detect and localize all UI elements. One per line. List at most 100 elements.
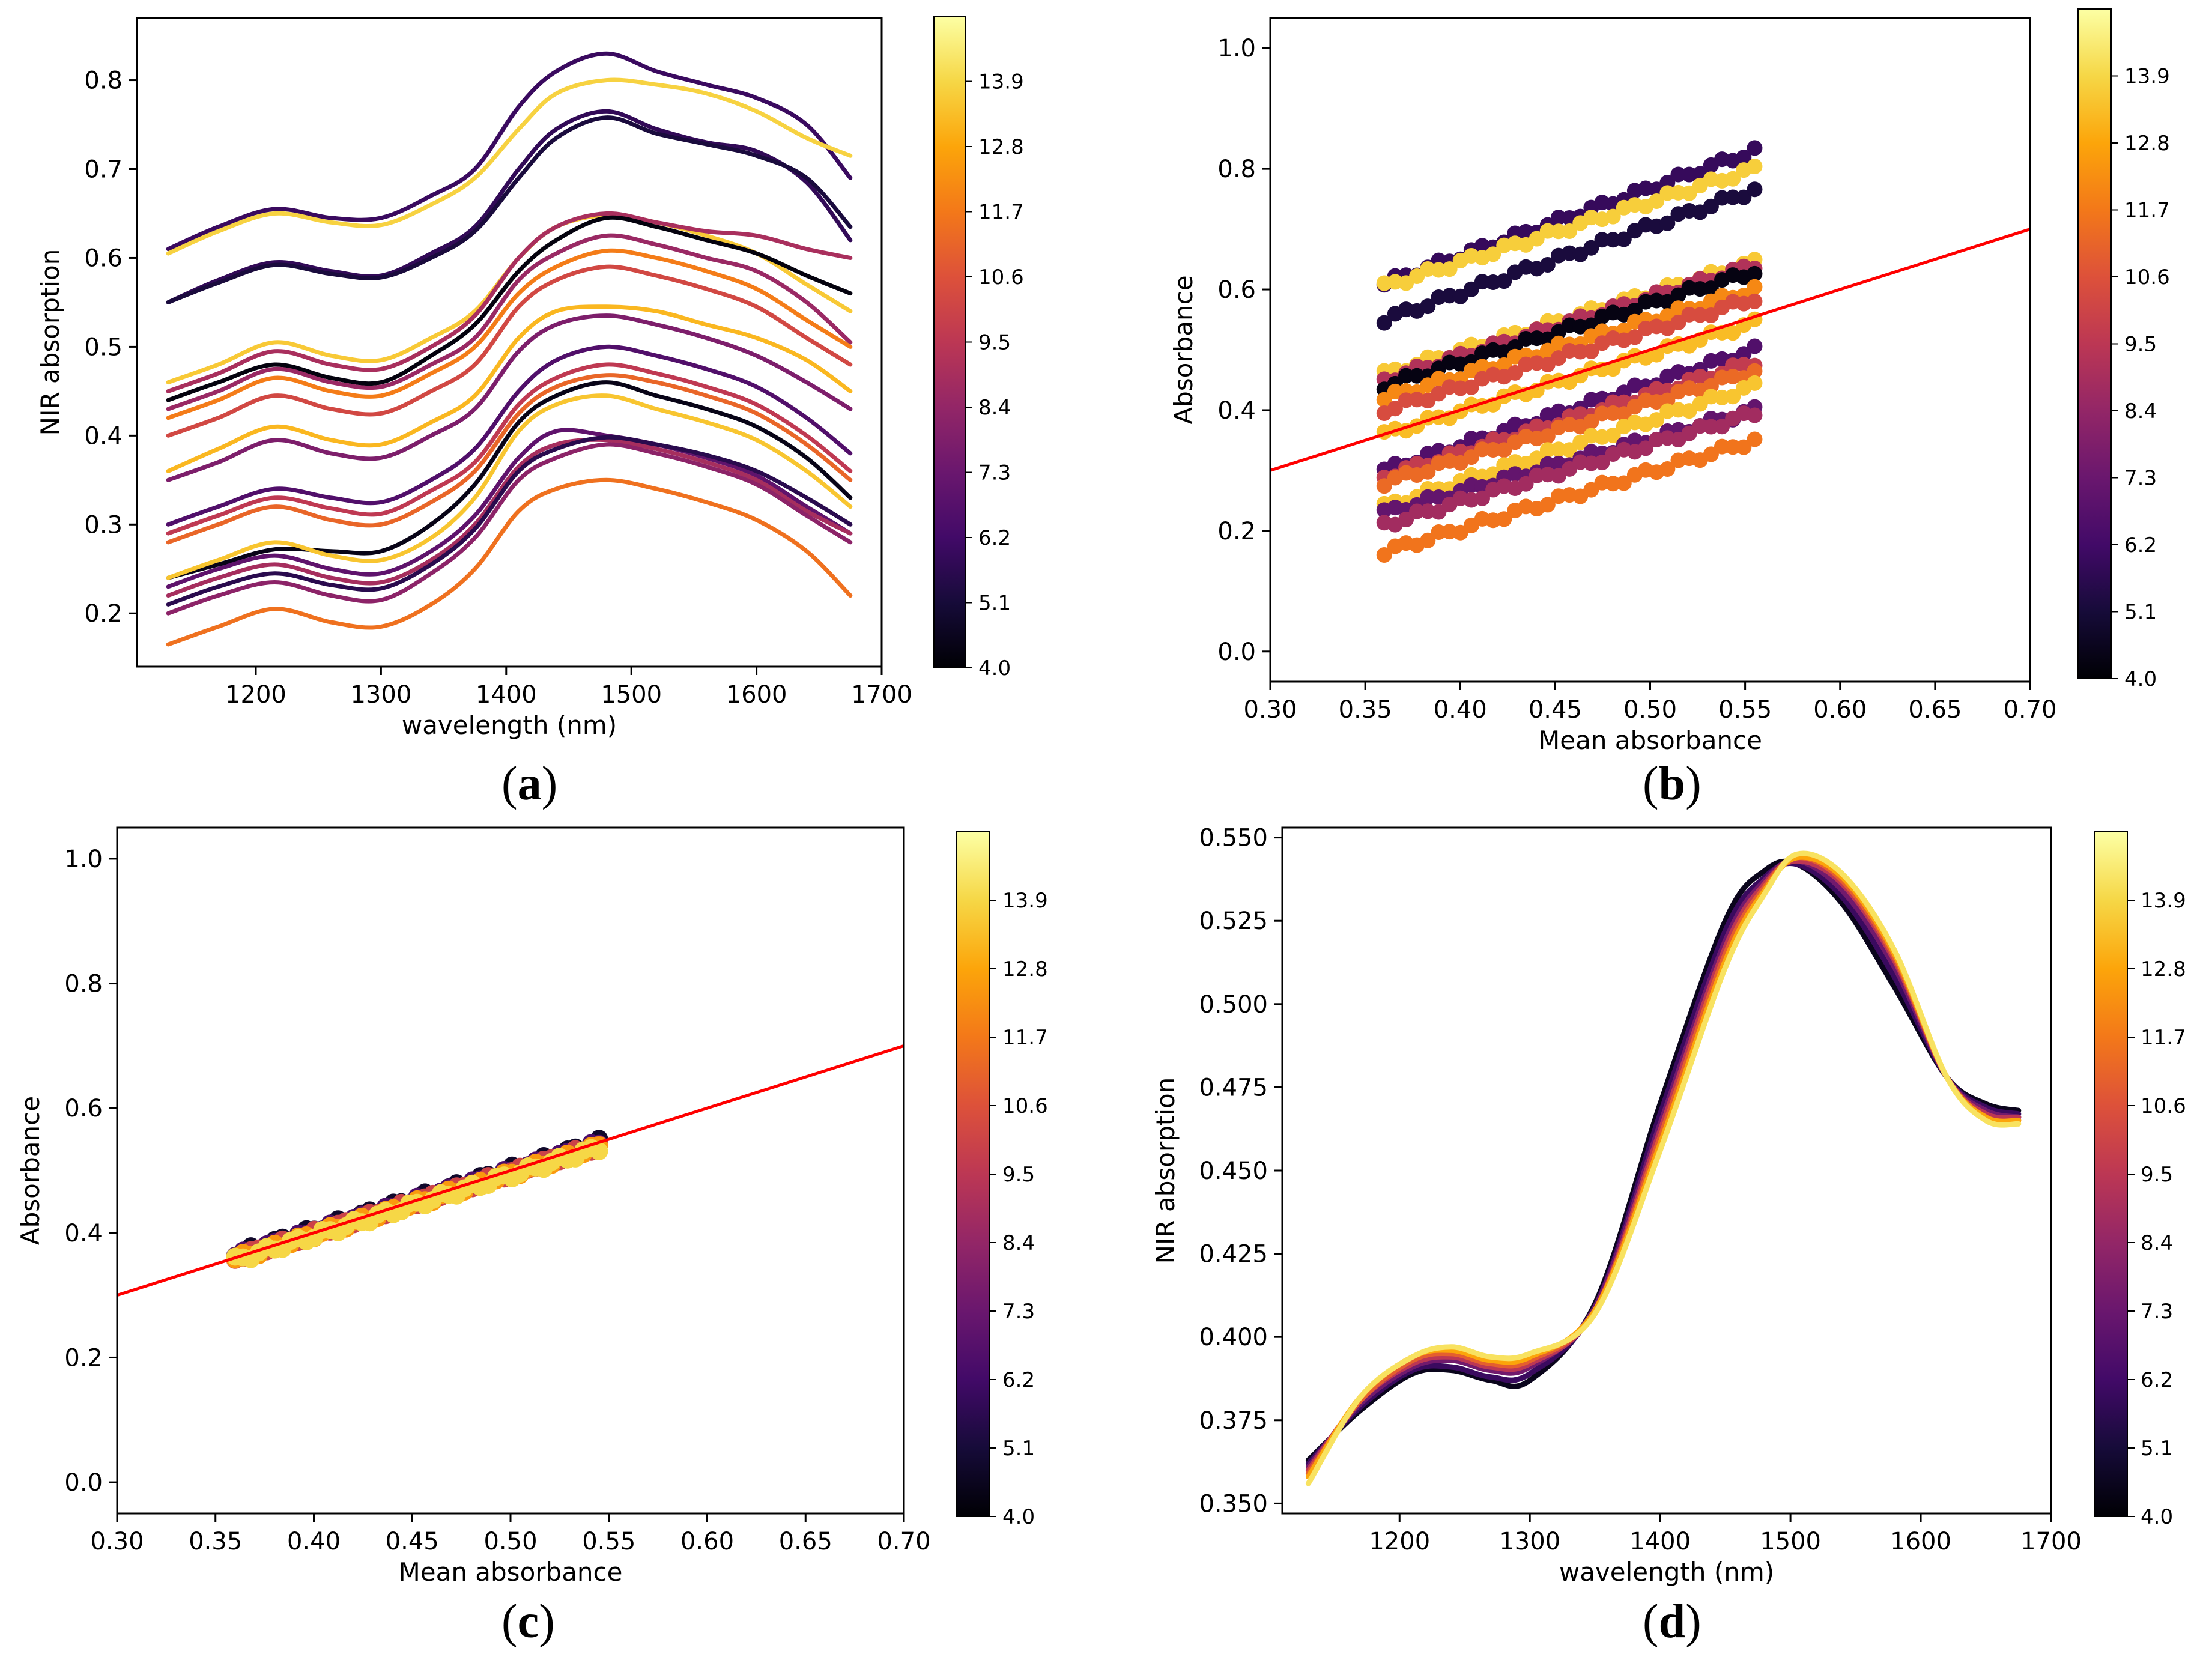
data-point: [1583, 343, 1599, 359]
panel-b-xtick-label: 0.60: [1813, 696, 1867, 724]
panel-a-xtick-label: 1700: [851, 681, 912, 709]
series-points: [1376, 181, 1763, 331]
series-line: [166, 248, 853, 420]
data-point: [1605, 208, 1621, 225]
reference-line: [1270, 228, 2030, 472]
data-point: [1605, 427, 1621, 443]
caption-a: (a): [501, 757, 558, 810]
panel-b-colorbar-label: 11.7: [2124, 199, 2170, 223]
data-point: [1736, 346, 1752, 362]
panel-a-ytick-label: 0.4: [84, 422, 123, 450]
panel-c-ytick-label: 1.0: [64, 846, 103, 873]
panel-a-xtick-label: 1400: [476, 681, 537, 709]
data-point: [1681, 425, 1697, 441]
panel-b-ytick-label: 0.4: [1217, 397, 1256, 425]
panel-c-colorbar-label: 8.4: [1002, 1231, 1035, 1255]
panel-a-colorbar-label: 11.7: [978, 201, 1024, 225]
series-points: [1376, 265, 1763, 398]
panel-b-colorbar: [2077, 8, 2112, 679]
series-line: [166, 362, 853, 536]
panel-a-xtick-label: 1200: [225, 681, 286, 709]
series-line: [166, 109, 853, 304]
panel-c-xtick-label: 0.50: [483, 1528, 537, 1555]
panel-a-colorbar-label: 4.0: [978, 656, 1011, 680]
panel-b-plot-frame: [1269, 17, 2031, 683]
panel-b: 0.30 0.35 0.40 0.45 0.50 0.55 0.60 0.65 0.70 0.0 0…: [1169, 8, 2170, 755]
data-point: [1387, 401, 1403, 417]
panel-d-ytick-label: 0.500: [1199, 991, 1268, 1019]
data-point: [590, 1142, 608, 1160]
data-point: [1747, 431, 1763, 447]
series-line: [166, 435, 853, 607]
data-point: [1638, 440, 1654, 456]
data-point: [1736, 189, 1752, 205]
data-point: [1616, 475, 1632, 491]
data-point: [1572, 344, 1589, 360]
data-point: [1594, 232, 1610, 248]
data-point: [1725, 171, 1741, 187]
series-line: [166, 304, 853, 473]
data-point: [1747, 265, 1763, 282]
panel-c-colorbar: [956, 831, 990, 1517]
data-point: [1725, 325, 1741, 341]
panel-c-ytick-label: 0.6: [64, 1095, 103, 1122]
panel-b-ytick-label: 1.0: [1217, 35, 1256, 62]
panel-c-colorbar-label: 9.5: [1002, 1163, 1035, 1187]
panel-d-ytick-label: 0.450: [1199, 1157, 1268, 1185]
panel-c-ytick-label: 0.8: [64, 971, 103, 998]
panel-c-y-axis-label: Absorbance: [16, 1096, 45, 1245]
panel-b-xtick-label: 0.40: [1434, 696, 1487, 724]
caption-d: (d): [1643, 1595, 1701, 1648]
panel-d-ytick-label: 0.475: [1199, 1074, 1268, 1101]
data-point: [1670, 166, 1686, 183]
panel-a-ytick-label: 0.2: [84, 600, 123, 628]
panel-b-ytick-label: 0.8: [1217, 156, 1256, 183]
panel-b-colorbar-label: 12.8: [2124, 132, 2170, 156]
series-line: [166, 213, 853, 385]
data-point: [1725, 389, 1741, 405]
panel-c-xtick-label: 0.35: [189, 1528, 242, 1555]
series-points: [1376, 405, 1763, 533]
series-line: [166, 77, 853, 256]
data-point: [1376, 315, 1392, 331]
series-line: [166, 264, 853, 438]
panel-d-ytick-label: 0.400: [1199, 1324, 1268, 1351]
series-line: [166, 115, 853, 304]
data-point: [1420, 489, 1436, 505]
data-point: [1518, 476, 1534, 492]
data-point: [1616, 231, 1632, 247]
data-point: [1485, 441, 1501, 458]
panel-b-ytick-label: 0.2: [1217, 518, 1256, 545]
panel-b-colorbar-label: 5.1: [2124, 601, 2157, 625]
data-point: [1529, 231, 1545, 247]
panel-b-colorbar-label: 8.4: [2124, 399, 2157, 423]
data-point: [1616, 406, 1632, 422]
data-point: [1747, 181, 1763, 198]
panel-d-xtick-label: 1200: [1369, 1528, 1430, 1555]
panel-b-xtick-label: 0.35: [1339, 696, 1392, 724]
data-point: [1626, 329, 1643, 345]
data-point: [1703, 307, 1719, 323]
series-line: [1305, 858, 2022, 1470]
series-line: [1305, 854, 2022, 1480]
panel-c-ytick-label: 0.0: [64, 1469, 103, 1497]
data-point: [1747, 363, 1763, 379]
series-line: [1305, 855, 2022, 1476]
panel-d-xtick-label: 1300: [1499, 1528, 1560, 1555]
caption-c: (c): [501, 1595, 555, 1648]
panel-b-xtick-label: 0.50: [1623, 696, 1677, 724]
panel-a-plot-area: [166, 51, 853, 647]
panel-b-ytick-label: 0.6: [1217, 276, 1256, 304]
data-point: [1463, 379, 1479, 395]
data-point: [1398, 512, 1414, 528]
data-point: [1420, 532, 1436, 548]
panel-a-ytick-label: 0.5: [84, 333, 123, 361]
panel-a-colorbar-label: 7.3: [978, 461, 1011, 485]
data-point: [1539, 256, 1556, 273]
series-line: [166, 393, 853, 580]
panel-d-plot-frame: [1281, 826, 2052, 1515]
data-point: [1539, 223, 1556, 239]
panel-c-colorbar-label: 7.3: [1002, 1300, 1035, 1324]
panel-c-x-axis-label: Mean absorbance: [399, 1557, 623, 1587]
